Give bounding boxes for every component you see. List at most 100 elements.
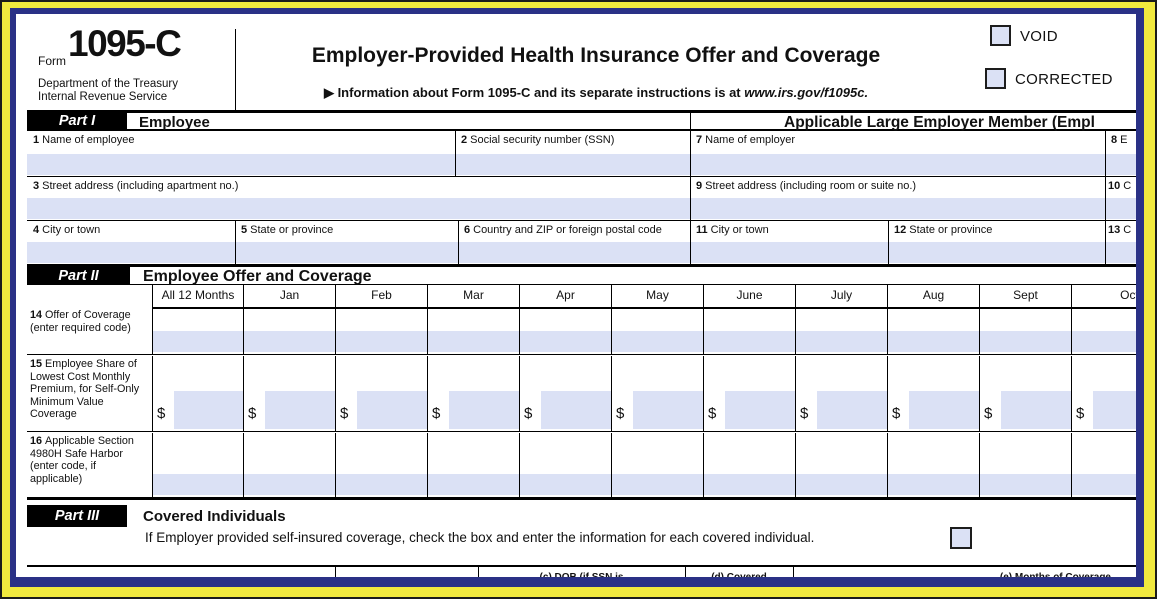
col-header-months-of-coverage: (e) Months of Coverage [793,572,1136,577]
part3-title: Covered Individuals [143,508,286,525]
row14-cell-apr[interactable] [519,307,611,354]
row15-amount-input-aug[interactable] [909,391,979,429]
divider-line [478,567,479,577]
row-a-input-band[interactable] [27,154,1136,175]
dollar-sign: $ [157,405,166,422]
row15-cell-sept: $ [979,356,1071,431]
divider-line [455,131,456,176]
row15-amount-input-june[interactable] [725,391,795,429]
row14-cell-july[interactable] [795,307,887,354]
row16-cell-july[interactable] [795,433,887,497]
row15-cell-aug: $ [887,356,979,431]
row14-cell-oct[interactable] [1071,307,1136,354]
row15-amount-input-all-12-months[interactable] [174,391,243,429]
row15-cell-all-12-months: $ [152,356,243,431]
row-number: 14 [30,309,43,321]
row-16-input-band[interactable] [152,474,1136,495]
row16-cell-oct[interactable] [1071,433,1136,497]
field-text: Name of employee [42,134,135,146]
field-number: 1 [33,134,40,146]
row16-cell-all-12-months[interactable] [152,433,243,497]
col-header-covered: (d) Covered [685,572,793,577]
month-header-sept: Sept [979,285,1071,307]
field-text: Street address (including apartment no.) [42,180,239,192]
row14-cell-all-12-months[interactable] [152,307,243,354]
row15-amount-input-july[interactable] [817,391,887,429]
instruction-text: Information about Form 1095-C and its se… [337,85,741,100]
row15-amount-input-may[interactable] [633,391,703,429]
row15-amount-input-oct[interactable] [1093,391,1136,429]
row15-amount-input-mar[interactable] [449,391,519,429]
month-header-all-12-months: All 12 Months [152,285,243,307]
row-text: Offer of Coverage (enter required code) [30,309,131,334]
dollar-sign: $ [1076,405,1085,422]
irs-url-text: www.irs.gov/f1095c. [744,85,869,100]
row16-cell-sept[interactable] [979,433,1071,497]
row15-amount-input-apr[interactable] [541,391,611,429]
row16-cell-feb[interactable] [335,433,427,497]
row16-cell-june[interactable] [703,433,795,497]
field-text: State or province [909,224,993,236]
row14-cell-feb[interactable] [335,307,427,354]
row15-amount-input-feb[interactable] [357,391,427,429]
field-label-11: 11 City or town [696,224,769,236]
void-checkbox[interactable] [990,25,1011,46]
header-divider-line [235,29,236,110]
field-text: State or province [250,224,334,236]
dollar-sign: $ [800,405,809,422]
dollar-sign: $ [892,405,901,422]
row-14-input-band[interactable] [152,331,1136,352]
row16-cell-aug[interactable] [887,433,979,497]
field-number: 12 [894,224,907,236]
row-c-input-band[interactable] [27,242,1136,263]
void-label: VOID [1020,28,1058,45]
dollar-sign: $ [248,405,257,422]
dollar-sign: $ [340,405,349,422]
row-number: 16 [30,435,43,447]
field-label-4: 4 City or town [33,224,100,236]
row14-cell-jan[interactable] [243,307,335,354]
row16-cell-apr[interactable] [519,433,611,497]
row15-cell-may: $ [611,356,703,431]
part3-tag: Part III [27,505,127,527]
row-15-label: 15 Employee Share of Lowest Cost Monthly … [30,358,149,421]
row16-cell-may[interactable] [611,433,703,497]
field-label-2: 2 Social security number (SSN) [461,134,614,146]
part1-row-c: 4 City or town 5 State or province 6 Countr… [27,221,1136,264]
form-paper: Form 1095-C Department of the Treasury I… [16,14,1136,577]
month-header-june: June [703,285,795,307]
row14-cell-sept[interactable] [979,307,1071,354]
field-text: E [1120,134,1128,146]
row16-cell-jan[interactable] [243,433,335,497]
part2-row-16: 16 Applicable Section 4980H Safe Harbor (… [27,433,1136,500]
row-b-input-band[interactable] [27,198,1136,219]
agency-line-2: Internal Revenue Service [38,91,168,103]
field-text: Street address (including room or suite … [705,180,917,192]
col-header-dob: (c) DOB (if SSN is [478,572,685,577]
row15-amount-input-sept[interactable] [1001,391,1071,429]
field-number: 4 [33,224,40,236]
corrected-checkbox[interactable] [985,68,1006,89]
row14-cell-june[interactable] [703,307,795,354]
field-text: C [1123,224,1132,236]
row14-cell-aug[interactable] [887,307,979,354]
field-label-10: 10 C [1108,180,1131,192]
dollar-sign: $ [524,405,533,422]
row14-cell-may[interactable] [611,307,703,354]
part3-bar: Part III Covered Individuals [27,505,1136,529]
row14-cell-mar[interactable] [427,307,519,354]
row-16-label: 16 Applicable Section 4980H Safe Harbor (… [30,435,149,485]
field-text: City or town [710,224,769,236]
divider-line [1105,221,1106,264]
field-label-9: 9 Street address (including room or suite… [696,180,916,192]
divider-line [690,177,691,220]
self-insured-checkbox[interactable] [950,527,972,549]
row-text: Employee Share of Lowest Cost Monthly Pr… [30,358,140,421]
header-underline [152,307,1136,309]
row16-cell-mar[interactable] [427,433,519,497]
row15-amount-input-jan[interactable] [265,391,335,429]
row15-cell-july: $ [795,356,887,431]
row15-cell-mar: $ [427,356,519,431]
form-word: Form [38,54,66,68]
